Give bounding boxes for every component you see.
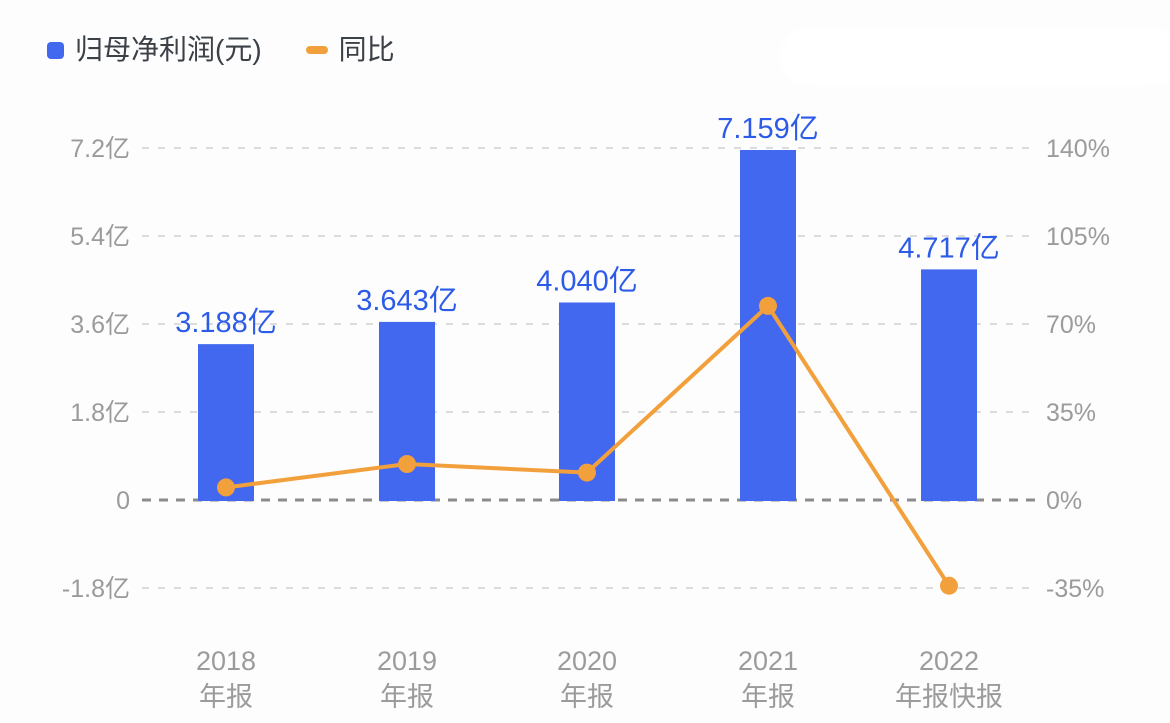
x-axis-label-period: 年报 (199, 682, 253, 712)
yoy-point-2022[interactable] (940, 576, 958, 595)
legend-item-yoy[interactable]: 同比 (305, 34, 395, 65)
background-smudge (780, 28, 1170, 86)
right-axis-tick: -35% (1046, 575, 1104, 603)
left-axis-tick: 0 (116, 487, 130, 515)
x-axis-label-period: 年报 (741, 682, 795, 712)
legend-item-net-profit[interactable]: 归母净利润(元) (47, 36, 262, 64)
x-axis-label-period: 年报 (560, 682, 614, 712)
left-axis-tick: -1.8亿 (62, 575, 130, 603)
bar-value-label: 3.188亿 (175, 306, 277, 339)
bar-value-label: 4.040亿 (536, 264, 638, 297)
x-axis-label-year: 2020 (557, 646, 617, 676)
bar-2018[interactable] (198, 344, 254, 501)
right-axis-tick: 105% (1046, 223, 1110, 251)
yoy-point-2018[interactable] (217, 478, 235, 497)
left-axis-tick: 7.2亿 (70, 135, 130, 163)
bar-value-label: 3.643亿 (356, 284, 458, 317)
left-axis-tick: 3.6亿 (70, 311, 130, 339)
bar-2022[interactable] (921, 269, 977, 501)
yoy-point-2021[interactable] (759, 296, 777, 315)
legend: 归母净利润(元) 同比 (47, 36, 395, 64)
bar-series-swatch-icon (47, 41, 64, 59)
yoy-point-2020[interactable] (578, 463, 596, 482)
bar-2019[interactable] (379, 321, 435, 501)
left-axis-tick: 5.4亿 (70, 223, 130, 251)
legend-label-net-profit: 归母净利润(元) (75, 34, 262, 65)
x-axis-label-period: 年报快报 (895, 682, 1003, 712)
right-axis-tick: 70% (1046, 311, 1096, 339)
x-axis-label-year: 2019 (377, 646, 437, 676)
x-axis-label-year: 2018 (196, 646, 256, 676)
bar-value-label: 4.717亿 (898, 231, 1000, 264)
right-axis-tick: 35% (1046, 399, 1096, 427)
x-axis-label-period: 年报 (380, 682, 434, 712)
yoy-point-2019[interactable] (398, 455, 416, 474)
right-axis-tick: 140% (1046, 135, 1110, 163)
x-axis-label-year: 2021 (738, 646, 798, 676)
bar-value-label: 7.159亿 (717, 112, 819, 145)
legend-label-yoy: 同比 (338, 34, 395, 65)
right-axis-tick: 0% (1046, 487, 1082, 515)
left-axis-tick: 1.8亿 (70, 399, 130, 427)
line-series-swatch-icon (305, 46, 328, 54)
x-axis-label-year: 2022 (919, 646, 979, 676)
